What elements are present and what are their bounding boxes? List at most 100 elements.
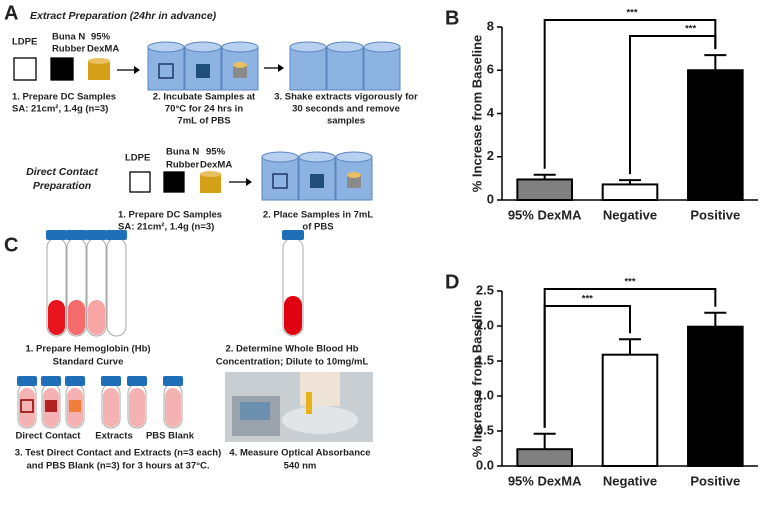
container xyxy=(363,46,401,91)
panel-label: C xyxy=(4,234,18,256)
sample xyxy=(196,64,210,78)
tube-liquid xyxy=(19,388,35,427)
arrow-head xyxy=(278,64,284,72)
arrow-head xyxy=(134,66,140,74)
step-text: 540 nm xyxy=(284,461,317,472)
step-text: samples xyxy=(327,116,365,127)
y-axis-label: % Increase from Baseline xyxy=(469,35,484,193)
bar xyxy=(687,325,744,468)
container-top xyxy=(298,151,336,163)
step-text: Standard Curve xyxy=(53,357,124,368)
sample xyxy=(13,57,37,81)
tube-cap xyxy=(101,376,121,386)
sample xyxy=(233,65,247,78)
significance-bracket xyxy=(629,35,717,175)
sample xyxy=(88,61,110,80)
y-tick-label: 1.0 xyxy=(476,387,494,402)
step-text: 3. Test Direct Contact and Extracts (n=3… xyxy=(15,448,222,459)
section-title: Direct Contact xyxy=(26,166,98,178)
sample xyxy=(200,174,221,193)
tube-liquid xyxy=(88,300,105,335)
sample-top xyxy=(88,58,110,64)
y-tick-label: 0.5 xyxy=(476,422,494,437)
y-tick-label: 1.5 xyxy=(476,352,494,367)
significance-label: *** xyxy=(685,24,696,35)
sample-top xyxy=(347,172,361,178)
tube-cap xyxy=(127,376,147,386)
y-tick-label: 6 xyxy=(487,62,494,77)
step-text: 2. Place Samples in 7mL xyxy=(263,210,374,221)
material-label: Rubber xyxy=(166,160,200,171)
sample-top xyxy=(200,171,221,177)
tube-label: Extracts xyxy=(95,431,133,442)
material-label: Buna N xyxy=(166,147,199,158)
significance-label: *** xyxy=(626,8,637,19)
tube-label: PBS Blank xyxy=(146,431,195,442)
container-top xyxy=(363,41,401,53)
y-tick-label: 0 xyxy=(487,191,494,206)
step-text: of PBS xyxy=(302,222,333,233)
significance-bracket xyxy=(543,19,717,169)
x-tick-label: Negative xyxy=(603,473,657,488)
significance-bracket xyxy=(543,288,717,428)
panel-label: D xyxy=(445,271,459,293)
container xyxy=(147,46,185,91)
step-text: 2. Incubate Samples at xyxy=(153,92,256,103)
step-text: 4. Measure Optical Absorbance xyxy=(229,448,370,459)
panel-label: B xyxy=(445,7,459,29)
tube-cap xyxy=(66,230,87,240)
photo-detail xyxy=(240,402,270,420)
x-tick-label: 95% DexMA xyxy=(508,207,582,222)
bar xyxy=(601,183,659,201)
y-tick-label: 2.0 xyxy=(476,317,494,332)
tube-cap xyxy=(17,376,37,386)
material-label: Rubber xyxy=(52,44,86,55)
material-label: 95% xyxy=(91,32,111,43)
y-tick-label: 4 xyxy=(487,105,495,120)
tube xyxy=(106,237,127,337)
sample xyxy=(272,173,288,189)
tube-liquid xyxy=(165,388,181,427)
step-text: 7mL of PBS xyxy=(177,116,230,127)
tube-liquid xyxy=(103,388,119,427)
sample xyxy=(69,400,81,412)
sample xyxy=(158,63,174,79)
y-tick-label: 2.5 xyxy=(476,282,494,297)
container-top xyxy=(335,151,373,163)
step-text: Concentration; Dilute to 10mg/mL xyxy=(216,357,369,368)
tube-liquid xyxy=(68,300,85,335)
container-top xyxy=(261,151,299,163)
sample xyxy=(347,175,361,188)
step-text: 70°C for 24 hrs in xyxy=(165,104,243,115)
step-text: 1. Prepare Hemoglobin (Hb) xyxy=(25,344,150,355)
sample-top xyxy=(233,62,247,68)
sample xyxy=(50,57,74,81)
container-top xyxy=(184,41,222,53)
y-axis-label: % Increase from Baseline xyxy=(469,300,484,458)
panel-label: A xyxy=(4,2,18,24)
step-text: SA: 21cm², 1.4g (n=3) xyxy=(118,222,214,233)
step-text: 1. Prepare DC Samples xyxy=(118,210,222,221)
container xyxy=(261,156,299,201)
arrow-head xyxy=(246,178,252,186)
material-label: 95% xyxy=(206,147,226,158)
sample xyxy=(163,171,185,193)
sample xyxy=(20,399,34,413)
step-text: 1. Prepare DC Samples xyxy=(12,92,116,103)
container-top xyxy=(326,41,364,53)
bar xyxy=(687,69,744,201)
material-label: DexMA xyxy=(87,44,119,55)
container-top xyxy=(147,41,185,53)
tube-liquid xyxy=(48,300,65,335)
tube-label: Direct Contact xyxy=(16,431,82,442)
photo-detail xyxy=(282,406,358,434)
significance-label: *** xyxy=(624,277,635,288)
x-tick-label: Negative xyxy=(603,207,657,222)
bar xyxy=(601,353,659,468)
section-title: Preparation xyxy=(33,180,91,192)
y-tick-label: 8 xyxy=(487,18,494,33)
photo-detail xyxy=(306,392,312,414)
container-top xyxy=(289,41,327,53)
material-label: LDPE xyxy=(125,153,150,164)
